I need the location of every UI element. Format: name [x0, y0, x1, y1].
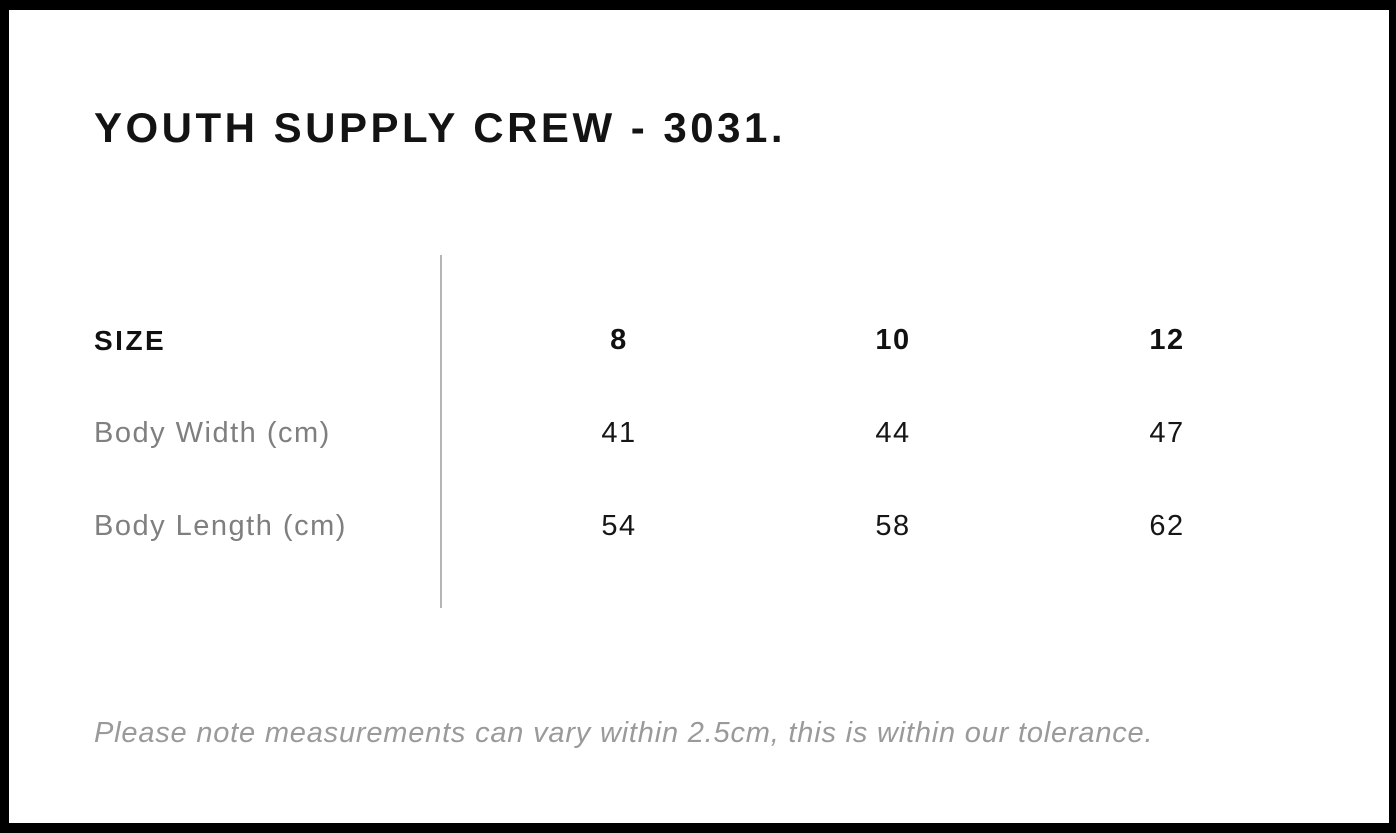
- product-title: YOUTH SUPPLY CREW - 3031.: [94, 104, 787, 151]
- table-row-body-width: Body Width (cm) 41 44 47: [94, 387, 1304, 480]
- table-header-row: SIZE 8 10 12: [94, 294, 1304, 387]
- tolerance-note: Please note measurements can vary within…: [94, 717, 1154, 749]
- body-length-size-12: 62: [1149, 510, 1185, 542]
- body-length-size-10: 58: [875, 510, 911, 542]
- size-header-12: 12: [1149, 324, 1185, 356]
- body-width-size-8: 41: [601, 417, 637, 449]
- row-label-body-width: Body Width (cm): [94, 417, 331, 449]
- size-column-header: SIZE: [94, 324, 167, 356]
- table-row-body-length: Body Length (cm) 54 58 62: [94, 480, 1304, 573]
- size-header-8: 8: [610, 324, 628, 356]
- table-divider-line: [440, 255, 442, 608]
- body-width-size-12: 47: [1149, 417, 1185, 449]
- row-label-body-length: Body Length (cm): [94, 510, 347, 542]
- size-header-10: 10: [875, 324, 911, 356]
- size-chart-table: SIZE 8 10 12 Body Width (cm) 41 44 47 Bo…: [94, 294, 1304, 573]
- body-width-size-10: 44: [875, 417, 911, 449]
- body-length-size-8: 54: [601, 510, 637, 542]
